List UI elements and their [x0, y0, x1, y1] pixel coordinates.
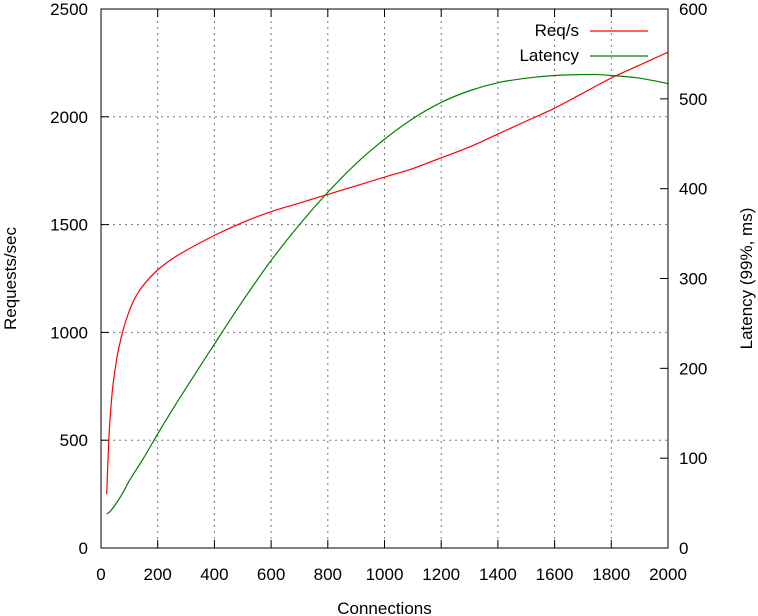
y-tick-label-2000: 2000	[50, 108, 88, 127]
y2-tick-label-100: 100	[679, 449, 707, 468]
plot-area-frame	[100, 8, 669, 549]
x-tick-label-2000: 2000	[649, 565, 687, 584]
y2-tick-label-400: 400	[679, 180, 707, 199]
y-tick-label-2500: 2500	[50, 0, 88, 19]
x-tick-label-1600: 1600	[536, 565, 574, 584]
x-tick-label-0: 0	[96, 565, 105, 584]
x-tick-label-1400: 1400	[479, 565, 517, 584]
x-tick-label-200: 200	[144, 565, 172, 584]
x-axis-title: Connections	[337, 599, 432, 616]
x-tick-label-1200: 1200	[422, 565, 460, 584]
y2-tick-label-200: 200	[679, 359, 707, 378]
y2-tick-label-500: 500	[679, 90, 707, 109]
y2-tick-label-600: 600	[679, 0, 707, 19]
grid	[101, 9, 668, 548]
y-tick-label-1500: 1500	[50, 216, 88, 235]
legend-label-req-s: Req/s	[535, 21, 579, 40]
tick-labels: 0 200 400 600 800 1000 1200 1400 1600 1800 2000050…	[50, 0, 707, 584]
y-tick-label-1000: 1000	[50, 323, 88, 342]
legend-label-latency: Latency	[519, 46, 579, 65]
series-line-req-s	[106, 51, 669, 495]
x-tick-label-1000: 1000	[366, 565, 404, 584]
y-axis-title: Requests/sec	[1, 227, 20, 330]
y-tick-label-500: 500	[60, 431, 88, 450]
y2-axis-title: Latency (99%, ms)	[737, 208, 756, 350]
series-line-latency	[106, 73, 669, 515]
x-tick-label-400: 400	[200, 565, 228, 584]
series-lines	[106, 51, 669, 515]
x-tick-label-1800: 1800	[592, 565, 630, 584]
x-tick-label-600: 600	[257, 565, 285, 584]
legend: Req/s Latency	[519, 21, 648, 65]
y2-tick-label-300: 300	[679, 270, 707, 289]
y-tick-label-0: 0	[79, 539, 88, 558]
x-tick-label-800: 800	[314, 565, 342, 584]
y2-tick-label-0: 0	[679, 539, 688, 558]
